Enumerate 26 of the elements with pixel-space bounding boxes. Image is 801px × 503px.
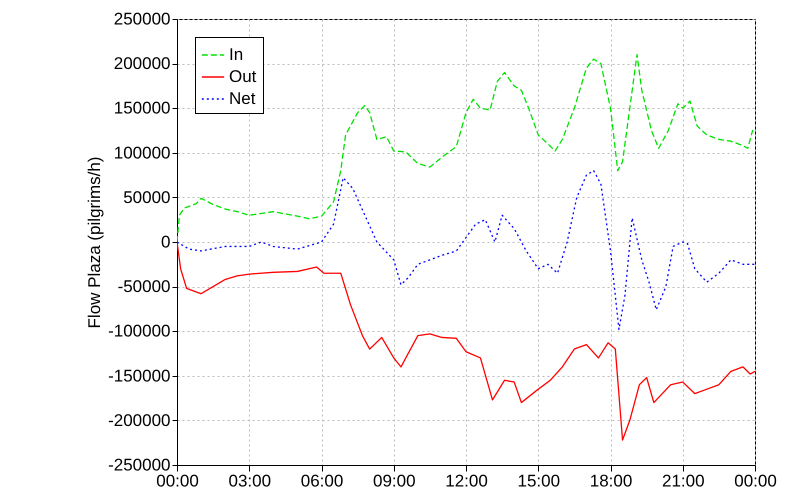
legend-label: Net (229, 89, 256, 108)
y-tick-label: 100000 (114, 143, 170, 162)
y-tick-label: -200000 (108, 410, 170, 430)
x-tick-label: 12:00 (445, 472, 488, 490)
x-tick-label: 00:00 (734, 472, 777, 490)
y-tick-label: 250000 (114, 10, 170, 28)
y-tick-label: 50000 (123, 188, 170, 207)
x-tick-label: 15:00 (517, 472, 560, 490)
x-tick-label: 03:00 (228, 472, 272, 490)
line-series (177, 170, 755, 330)
y-tick-label: 0 (161, 232, 170, 252)
y-tick-label: 150000 (114, 98, 170, 118)
y-tick-label: -50000 (118, 277, 170, 296)
x-tick-label: 00:00 (156, 472, 199, 490)
y-axis-title: Flow Plaza (pilgrims/h) (85, 156, 104, 328)
x-tick-label: 06:00 (300, 472, 344, 490)
x-tick-label: 09:00 (372, 472, 416, 490)
x-tick-label: 21:00 (662, 472, 705, 490)
y-tick-label: -250000 (108, 456, 170, 474)
line-series (177, 241, 755, 441)
legend-label: In (229, 45, 244, 64)
y-tick-label: 200000 (114, 54, 170, 74)
legend-label: Out (229, 67, 257, 86)
y-tick-label: -100000 (108, 322, 170, 341)
x-tick-label: 18:00 (590, 472, 632, 490)
y-tick-label: -150000 (108, 366, 170, 386)
